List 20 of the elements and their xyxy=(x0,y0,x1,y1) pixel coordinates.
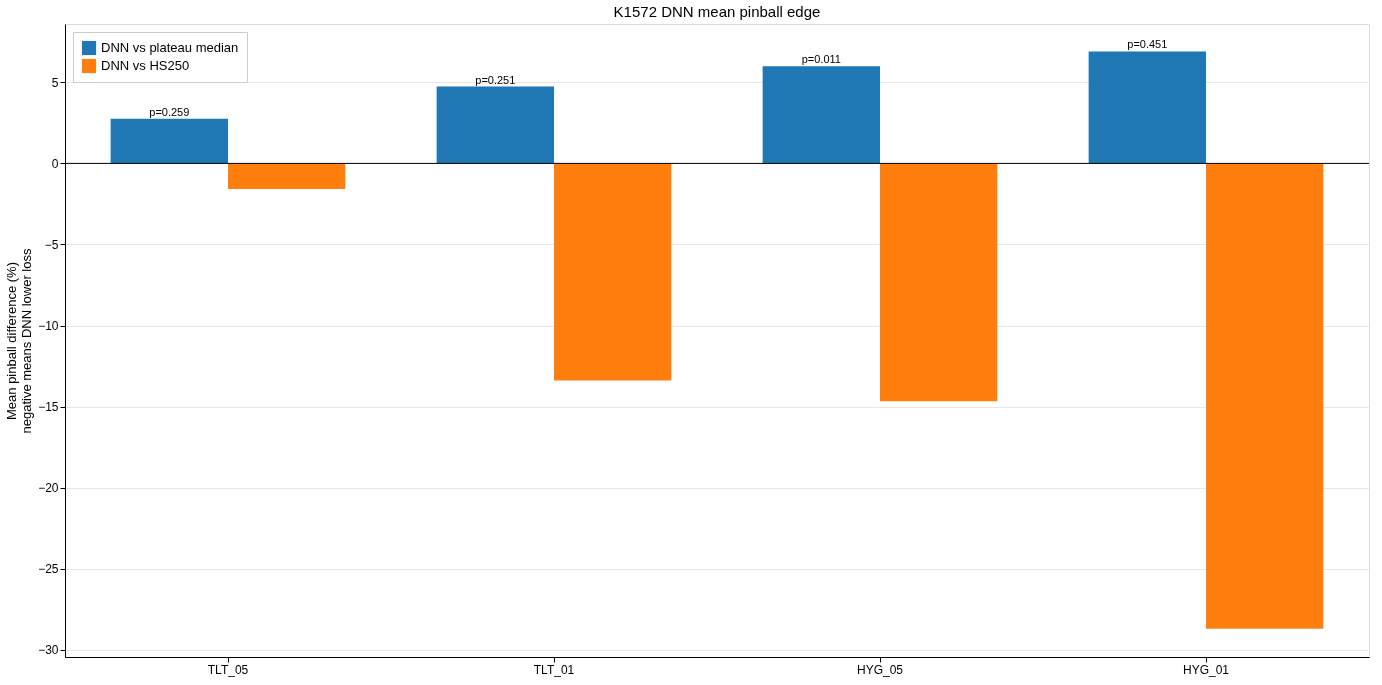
legend-label: DNN vs plateau median xyxy=(101,40,239,55)
x-tick-label: HYG_05 xyxy=(856,662,904,677)
y-tick-label: −10 xyxy=(38,319,59,334)
y-tick-label: −20 xyxy=(38,481,59,496)
annotation: p=0.011 xyxy=(801,53,841,66)
annotation: p=0.451 xyxy=(1127,38,1168,51)
x-tick-label: TLT_01 xyxy=(533,662,575,677)
y-tick-label: 5 xyxy=(51,75,59,90)
y-tick-label: −25 xyxy=(38,562,59,577)
x-tick-label: HYG_01 xyxy=(1182,662,1230,677)
chart-title: K1572 DNN mean pinball edge xyxy=(613,3,821,20)
y-tick-label: −5 xyxy=(44,237,59,252)
y-tick-label: −15 xyxy=(38,400,59,415)
y-tick-label: 0 xyxy=(51,156,59,171)
legend-label: DNN vs HS250 xyxy=(101,58,190,73)
annotation: p=0.251 xyxy=(475,73,516,86)
y-tick-label: −30 xyxy=(38,643,59,658)
y-axis-title: Mean pinball difference (%) negative means DNN lower loss xyxy=(4,248,35,434)
x-tick-label: TLT_05 xyxy=(207,662,249,677)
annotation: p=0.259 xyxy=(149,105,190,118)
